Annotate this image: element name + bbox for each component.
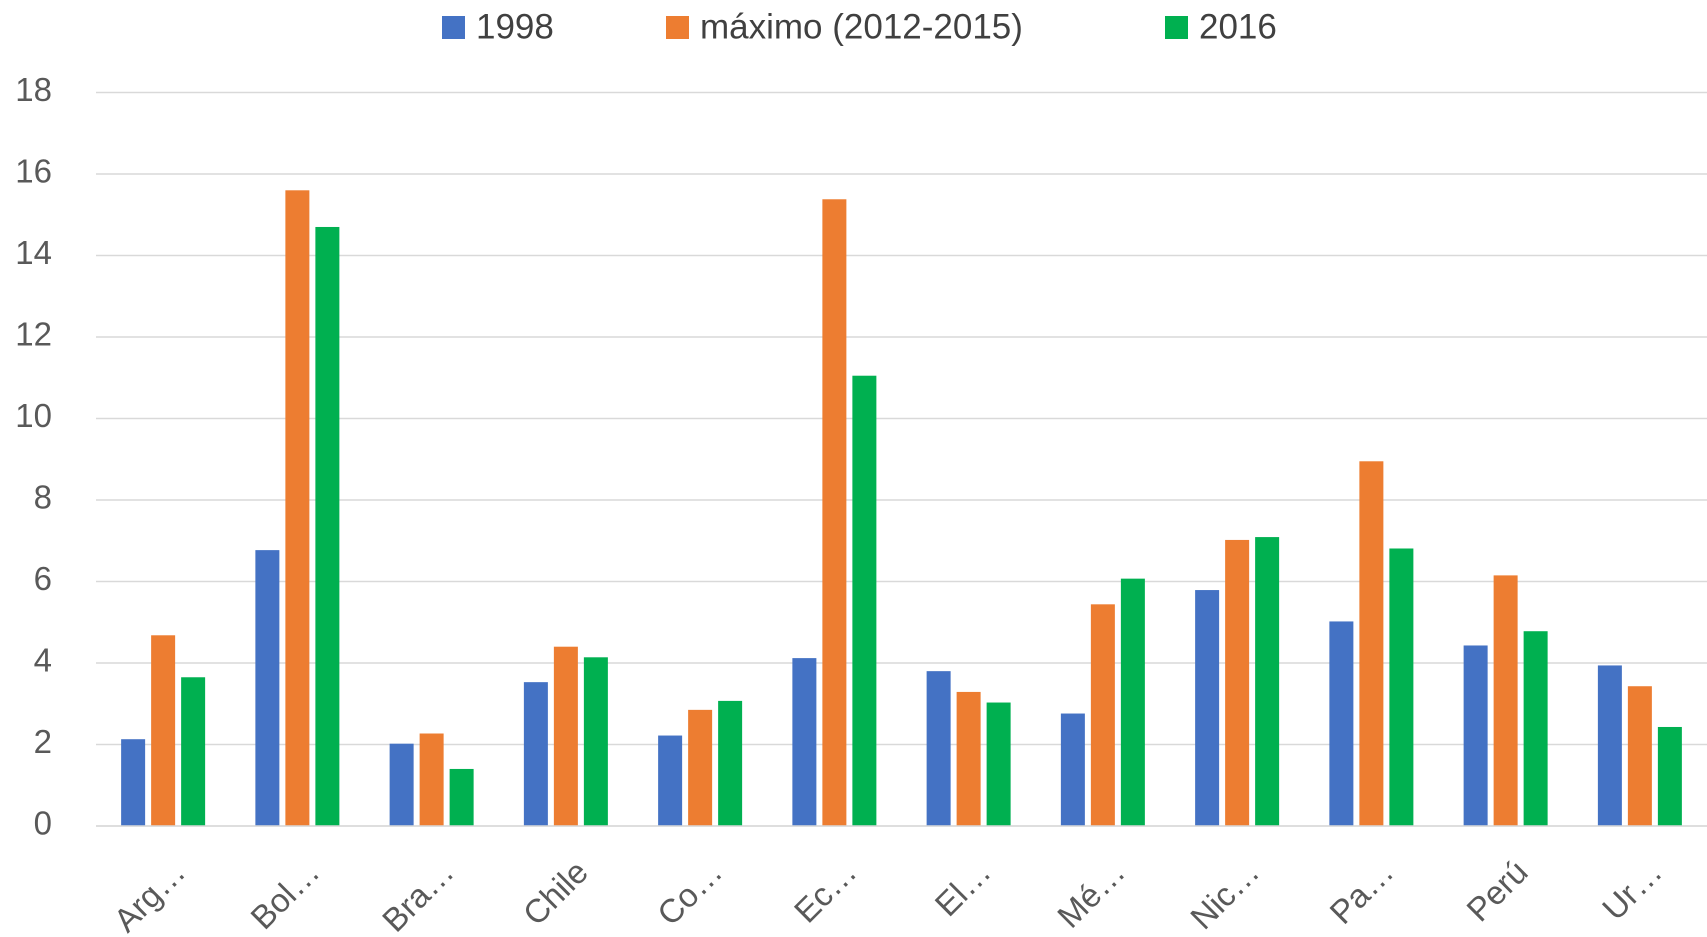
legend-text: 1998	[476, 7, 554, 46]
bar	[956, 691, 981, 826]
bar	[315, 226, 340, 827]
bar	[822, 199, 847, 826]
bar	[1627, 686, 1652, 826]
bar	[1255, 537, 1280, 826]
bar	[523, 682, 548, 826]
bar	[121, 739, 146, 826]
x-tick-label: El…	[927, 853, 997, 923]
bar	[553, 646, 578, 826]
x-tick-label: Ec…	[787, 853, 864, 930]
bar	[151, 635, 176, 826]
legend-swatch	[442, 16, 465, 39]
bar	[926, 671, 951, 826]
x-tick-label: Perú	[1459, 853, 1534, 928]
y-tick-label: 12	[15, 316, 52, 353]
y-tick-label: 18	[15, 71, 52, 108]
bar	[986, 702, 1011, 826]
bar	[658, 735, 683, 826]
x-tick-label: Nic…	[1183, 853, 1266, 936]
bar	[1389, 548, 1414, 826]
legend-swatch	[1165, 16, 1188, 39]
bar	[792, 658, 817, 826]
legend-text: máximo (2012-2015)	[700, 7, 1023, 46]
bar	[419, 733, 444, 826]
y-tick-label: 0	[34, 805, 52, 842]
bar	[1090, 604, 1115, 826]
bar	[449, 768, 474, 826]
y-tick-label: 2	[34, 723, 52, 760]
bar	[718, 700, 743, 826]
bar	[688, 709, 713, 826]
y-tick-label: 6	[34, 560, 52, 597]
bar	[1523, 631, 1548, 826]
x-tick-label: Ur…	[1595, 853, 1669, 927]
bar	[583, 657, 608, 826]
y-tick-label: 8	[34, 479, 52, 516]
x-tick-label: Arg…	[106, 853, 192, 937]
bar	[255, 550, 280, 826]
y-tick-label: 16	[15, 153, 52, 190]
bar	[1597, 665, 1622, 826]
bar	[389, 743, 414, 826]
x-tick-label: Chile	[516, 853, 595, 932]
bar	[1120, 578, 1145, 826]
bar	[285, 190, 310, 827]
bar	[1329, 621, 1354, 826]
y-tick-label: 10	[15, 397, 52, 434]
bar	[1359, 461, 1384, 826]
bar	[1493, 575, 1518, 826]
x-tick-label: Bra…	[375, 853, 461, 937]
bar	[1060, 713, 1085, 826]
legend-swatch	[666, 16, 689, 39]
x-tick-label: Mé…	[1050, 853, 1132, 935]
x-tick-label: Co…	[650, 853, 729, 932]
legend-text: 2016	[1199, 7, 1277, 46]
y-tick-label: 14	[15, 234, 52, 271]
bar	[1657, 726, 1682, 826]
x-tick-label: Pa…	[1322, 853, 1400, 931]
bar	[852, 375, 877, 826]
x-tick-label: Bol…	[243, 853, 326, 936]
bar	[1195, 590, 1220, 826]
y-tick-label: 4	[34, 642, 52, 679]
bar	[181, 677, 206, 826]
bar	[1463, 645, 1488, 826]
bar	[1225, 539, 1250, 826]
